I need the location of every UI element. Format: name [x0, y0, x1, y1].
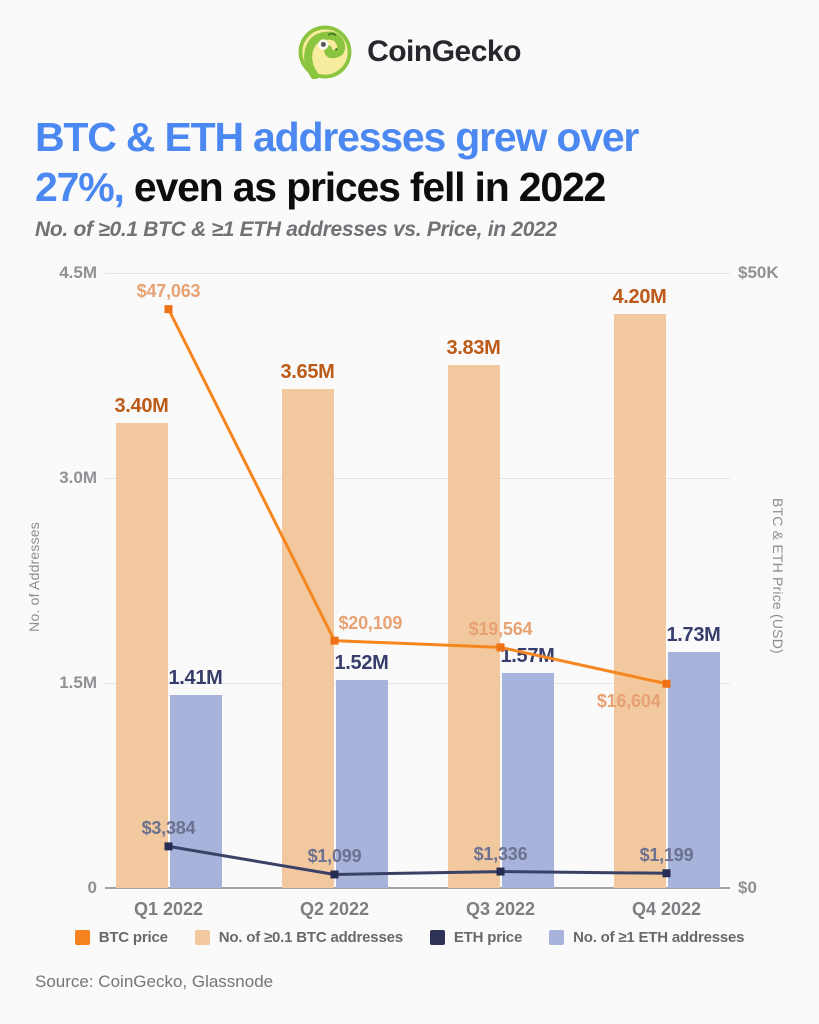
price-point-label: $1,336 — [473, 843, 528, 864]
brand-name: CoinGecko — [367, 35, 521, 68]
legend-label: No. of ≥1 ETH addresses — [573, 929, 745, 946]
headline-rest: even as prices fell in 2022 — [133, 164, 606, 210]
bar-value-label: 1.57M — [500, 645, 555, 668]
source-credit: Source: CoinGecko, Glassnode — [35, 972, 274, 991]
bar-btc-addresses — [115, 423, 168, 888]
header: CoinGecko — [0, 0, 819, 100]
bar-value-label: 3.65M — [280, 361, 335, 384]
bar-value-label: 3.83M — [446, 336, 501, 359]
right-axis-title: BTC & ETH Price (USD) — [770, 498, 786, 654]
bar-value-label: 1.73M — [666, 623, 721, 646]
legend-swatch — [194, 930, 210, 945]
legend-item: BTC price — [74, 929, 168, 946]
left-axis-title: No. of Addresses — [26, 522, 42, 632]
line-point-marker — [164, 305, 173, 314]
left-axis-tick-label: 3.0M — [59, 468, 97, 487]
bar-value-label: 4.20M — [612, 286, 667, 308]
headline-highlight-line1: BTC & ETH addresses grew over — [35, 114, 639, 160]
price-point-label: $20,109 — [338, 612, 403, 633]
legend-swatch — [549, 930, 565, 945]
bar-btc-addresses — [613, 314, 666, 888]
x-axis-label: Q4 2022 — [631, 899, 702, 919]
bar-eth-addresses — [169, 695, 222, 888]
legend-item: No. of ≥1 ETH addresses — [549, 929, 744, 946]
legend: BTC price No. of ≥0.1 BTC addresses ETH pr… — [0, 929, 819, 946]
left-axis-tick-label: 0 — [87, 878, 97, 897]
bar-value-label: 1.52M — [334, 652, 389, 675]
bar-value-label: 3.40M — [114, 395, 169, 418]
bar-value-label: 1.41M — [168, 667, 223, 690]
coingecko-logo-icon — [298, 25, 352, 79]
price-point-label: $1,099 — [307, 846, 362, 867]
price-point-label: $47,063 — [136, 281, 201, 302]
right-axis-tick-label: $0 — [738, 878, 757, 897]
price-point-label: $19,564 — [468, 619, 533, 640]
legend-label: BTC price — [98, 929, 168, 946]
right-axis-tick-label: $50K — [738, 263, 779, 282]
headline: BTC & ETH addresses grew over 27%, even a… — [35, 112, 797, 212]
x-axis-label: Q3 2022 — [465, 899, 536, 919]
x-axis-label: Q1 2022 — [133, 899, 204, 919]
legend-swatch — [429, 930, 445, 945]
x-axis-label: Q2 2022 — [299, 899, 370, 919]
eth-price-line — [168, 844, 667, 876]
chart-subtitle: No. of ≥0.1 BTC & ≥1 ETH addresses vs. P… — [35, 218, 557, 241]
legend-label: ETH price — [453, 929, 523, 946]
legend-swatch — [74, 930, 90, 945]
price-point-label: $16,604 — [596, 690, 661, 711]
left-axis-tick-label: 1.5M — [59, 673, 97, 692]
legend-item: ETH price — [429, 929, 523, 946]
bar-btc-addresses — [281, 389, 334, 888]
legend-item: No. of ≥0.1 BTC addresses — [194, 929, 403, 946]
x-axis-baseline — [105, 887, 730, 889]
headline-highlight-line2: 27%, — [35, 164, 125, 210]
legend-label: No. of ≥0.1 BTC addresses — [218, 929, 403, 946]
left-axis-tick-label: 4.5M — [59, 263, 97, 282]
bar-eth-addresses — [667, 651, 720, 888]
gridline — [105, 273, 730, 274]
price-point-label: $1,199 — [639, 845, 694, 866]
price-point-label: $3,384 — [141, 818, 196, 839]
